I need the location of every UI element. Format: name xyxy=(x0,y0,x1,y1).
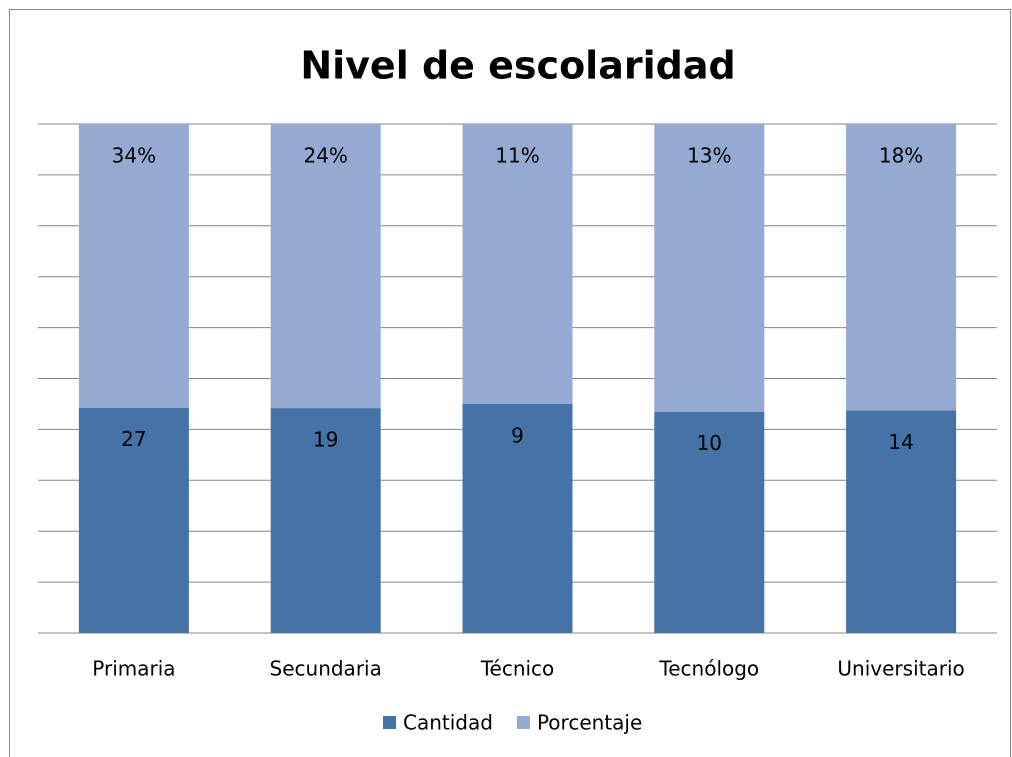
bar-segment xyxy=(654,411,765,633)
data-label: 14 xyxy=(888,430,913,454)
x-tick-label: Técnico xyxy=(480,657,555,681)
bar-segment xyxy=(654,124,765,412)
x-tick-label: Tecnólogo xyxy=(658,657,759,681)
bar-segment xyxy=(462,403,573,633)
bar-segment xyxy=(462,124,573,404)
data-label: 18% xyxy=(879,144,923,168)
legend-swatch xyxy=(516,716,530,729)
bar-segment xyxy=(78,407,189,633)
x-tick-label: Secundaria xyxy=(270,657,382,681)
legend-swatch xyxy=(383,716,396,729)
legend-label: Porcentaje xyxy=(537,711,642,735)
data-label: 34% xyxy=(112,144,156,168)
data-label: 13% xyxy=(687,144,731,168)
bar-segment xyxy=(270,408,381,633)
bar-segment xyxy=(846,410,957,633)
data-label: 24% xyxy=(303,144,347,168)
bar-segment xyxy=(78,124,189,408)
data-label: 19 xyxy=(313,428,338,452)
data-label: 27 xyxy=(121,427,146,451)
x-tick-label: Primaria xyxy=(92,657,175,681)
data-label: 11% xyxy=(495,144,539,168)
bar-segment xyxy=(846,124,957,411)
legend-label: Cantidad xyxy=(403,711,493,735)
x-tick-label: Universitario xyxy=(837,657,964,681)
data-label: 9 xyxy=(511,423,524,447)
data-label: 10 xyxy=(697,431,722,455)
chart-title: Nivel de escolaridad xyxy=(300,44,735,88)
bar-segment xyxy=(270,124,381,409)
